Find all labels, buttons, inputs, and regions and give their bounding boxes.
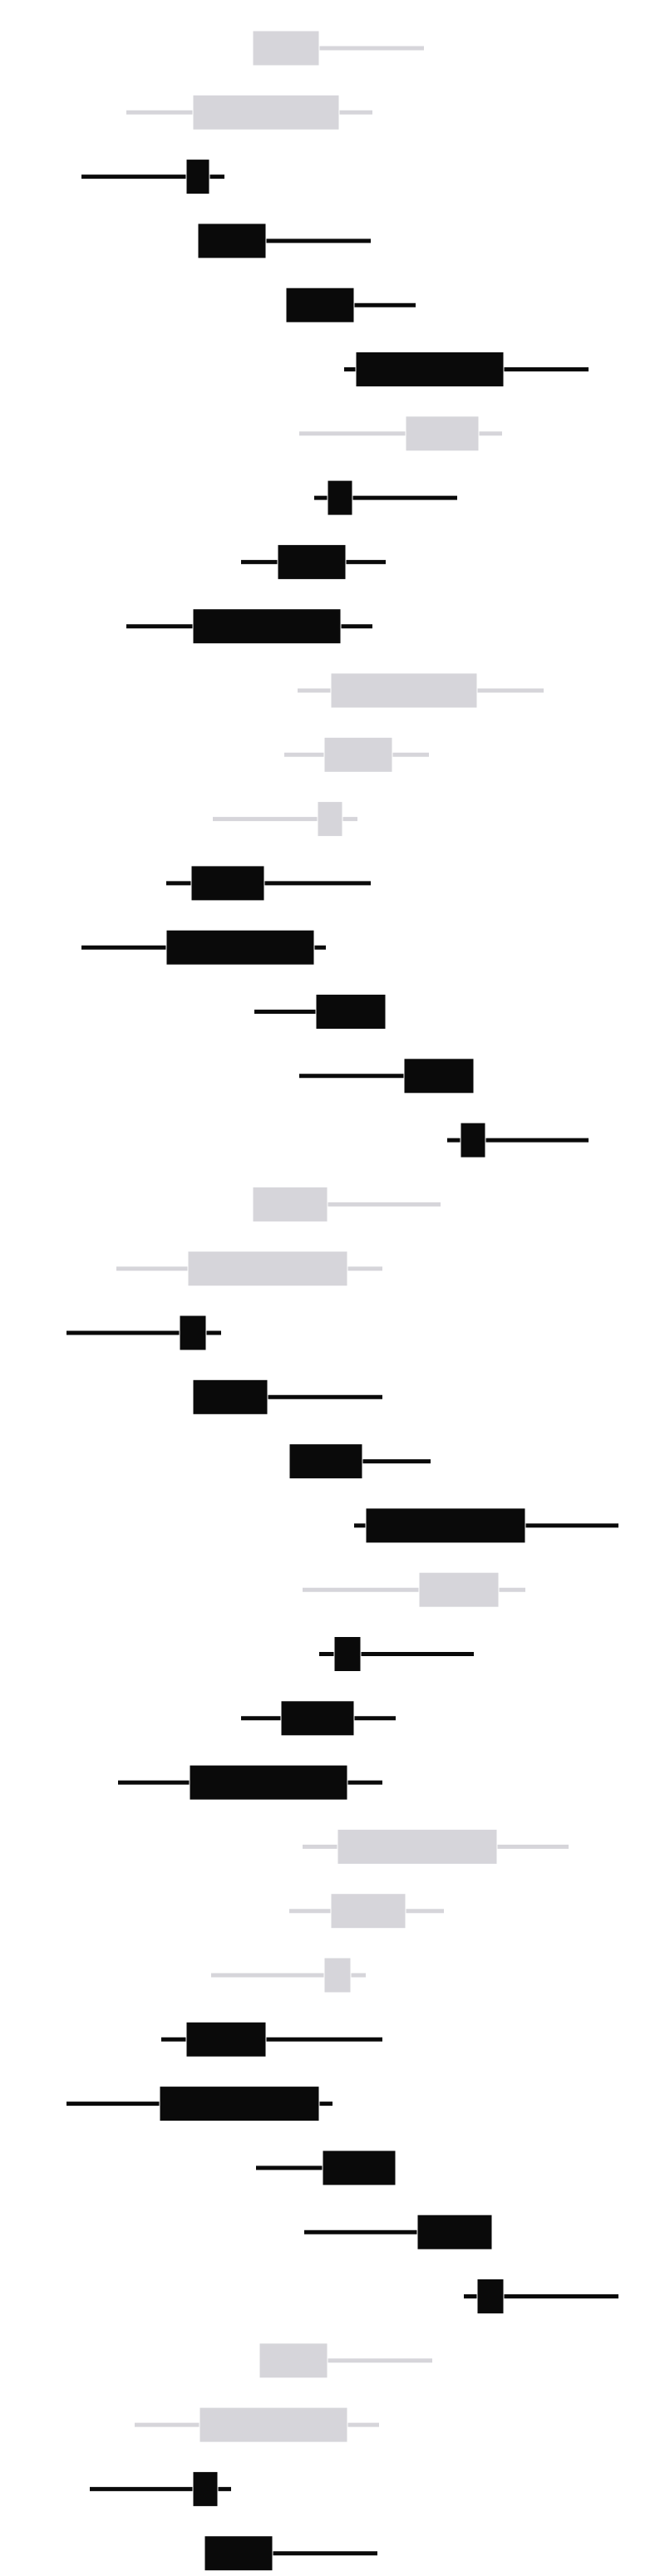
candle-body bbox=[365, 1507, 526, 1544]
candle-body bbox=[185, 159, 210, 195]
candle-body bbox=[252, 1186, 328, 1222]
candle-body bbox=[192, 608, 342, 645]
candle-body bbox=[323, 1957, 352, 1993]
candle-body bbox=[322, 2150, 397, 2186]
candle-body bbox=[337, 1828, 498, 1865]
candle-body bbox=[252, 30, 320, 66]
candle-body bbox=[165, 929, 315, 966]
candle-body bbox=[285, 287, 355, 323]
candle-body bbox=[192, 2470, 219, 2507]
candle-body bbox=[330, 672, 478, 709]
candle-body bbox=[159, 2086, 320, 2122]
candle-body bbox=[418, 1571, 500, 1608]
candle-body bbox=[189, 1764, 348, 1801]
candle-body bbox=[327, 479, 353, 516]
candle-body bbox=[190, 865, 265, 902]
candle-body bbox=[197, 223, 267, 259]
candles-group bbox=[66, 30, 618, 2572]
candle-body bbox=[405, 415, 480, 452]
candle-body bbox=[476, 2279, 505, 2314]
candle-body bbox=[323, 736, 393, 773]
candle-body bbox=[317, 801, 343, 838]
candle-body bbox=[192, 94, 340, 130]
candle-body bbox=[259, 2342, 328, 2379]
candle-body bbox=[199, 2406, 348, 2443]
candle-body bbox=[315, 994, 387, 1030]
candle-body bbox=[330, 1893, 406, 1930]
candle-body bbox=[185, 2021, 267, 2057]
candle-body bbox=[179, 1315, 207, 1351]
candle-body bbox=[277, 543, 347, 580]
candle-body bbox=[355, 351, 505, 387]
candle-body bbox=[280, 1700, 355, 1737]
candle-body bbox=[460, 1122, 486, 1158]
candle-body bbox=[192, 1379, 268, 1415]
candle-body bbox=[204, 2535, 273, 2572]
candle-body bbox=[333, 1636, 362, 1672]
candle-body bbox=[288, 1443, 363, 1480]
candle-body bbox=[403, 1058, 475, 1094]
candle-body bbox=[416, 2214, 493, 2250]
candle-body bbox=[187, 1251, 348, 1287]
